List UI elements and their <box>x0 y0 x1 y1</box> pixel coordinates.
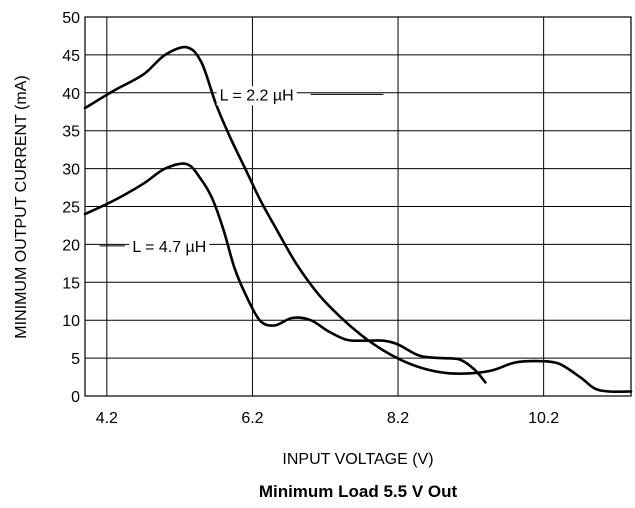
y-tick-label: 40 <box>62 86 80 103</box>
y-tick-label: 20 <box>62 237 80 254</box>
series-label-2-2uh: L = 2.2 µH <box>220 87 294 104</box>
chart-title: Minimum Load 5.5 V Out <box>259 482 458 501</box>
series-labels: L = 2.2 µH L = 4.7 µH <box>99 86 384 257</box>
series-curve-4-7uh <box>83 162 487 384</box>
tick-labels: 0 5 10 15 20 25 30 35 40 45 50 4.2 6.2 8.2 10.2 <box>62 10 559 427</box>
plot-frame <box>84 16 632 397</box>
y-tick-label: 25 <box>62 200 80 217</box>
series-curve-2-2uh <box>83 45 633 394</box>
x-tick-label: 6.2 <box>241 410 263 427</box>
y-tick-label: 5 <box>71 351 80 368</box>
series-label-4-7uh: L = 4.7 µH <box>132 239 206 256</box>
series-label-background <box>129 237 210 257</box>
y-tick-label: 30 <box>62 162 80 179</box>
x-tick-label: 8.2 <box>387 410 409 427</box>
y-tick-label: 35 <box>62 124 80 141</box>
series-label-background <box>216 86 297 106</box>
y-axis-title: MINIMUM OUTPUT CURRENT (mA) <box>13 75 30 338</box>
y-tick-label: 15 <box>62 275 80 292</box>
grid-lines <box>85 16 631 397</box>
y-tick-label: 50 <box>62 10 80 27</box>
x-tick-label: 4.2 <box>96 410 118 427</box>
x-axis-title: INPUT VOLTAGE (V) <box>282 451 433 468</box>
x-tick-label: 10.2 <box>528 410 559 427</box>
y-tick-label: 45 <box>62 48 80 65</box>
series-curves <box>83 45 633 394</box>
y-tick-label: 0 <box>71 389 80 406</box>
y-tick-label: 10 <box>62 313 80 330</box>
